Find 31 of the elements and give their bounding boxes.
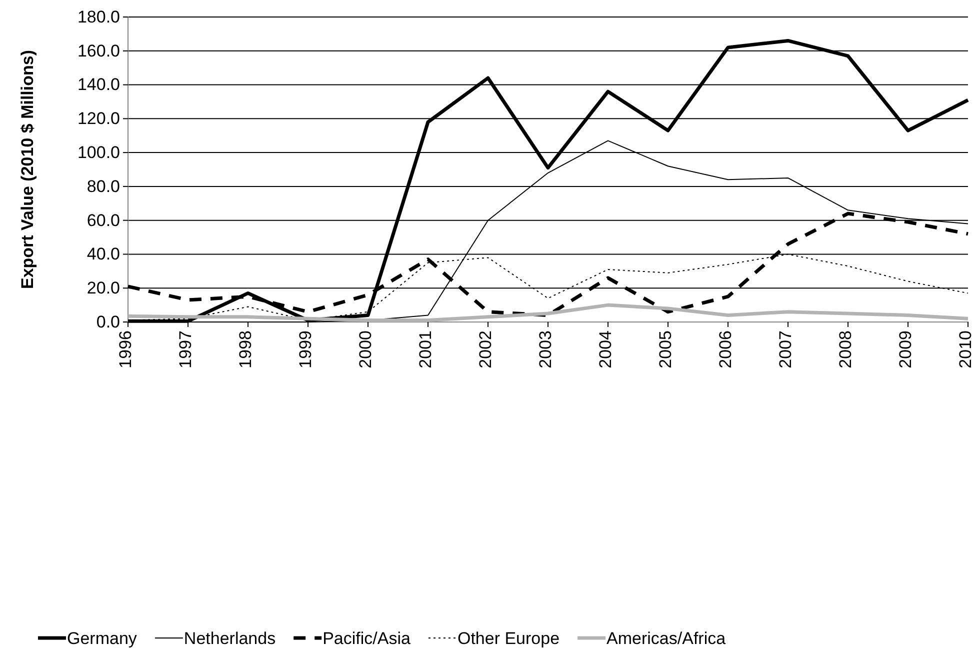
y-axis-title: Export Value (2010 $ Millions) (18, 50, 37, 290)
x-tick-label: 2001 (416, 330, 435, 368)
legend-label: Americas/Africa (606, 629, 726, 648)
y-tick-label: 20.0 (86, 278, 120, 298)
y-tick-label: 120.0 (77, 109, 120, 128)
y-tick-label: 80.0 (86, 176, 120, 196)
legend-label: Pacific/Asia (322, 629, 412, 648)
x-tick-label: 1996 (116, 330, 135, 368)
y-tick-label: 0.0 (96, 312, 120, 332)
y-tick-label: 100.0 (77, 142, 120, 162)
x-tick-label: 2009 (896, 330, 915, 368)
y-tick-label: 60.0 (86, 210, 120, 230)
x-tick-label: 2010 (956, 330, 975, 368)
x-tick-label: 2000 (356, 330, 375, 368)
y-tick-label: 160.0 (77, 41, 120, 60)
legend-label: Germany (67, 629, 138, 648)
x-tick-label: 2002 (476, 330, 495, 368)
legend-label: Netherlands (184, 629, 276, 648)
x-tick-label: 2003 (536, 330, 555, 368)
x-tick-label: 1999 (296, 330, 315, 368)
y-tick-label: 40.0 (86, 244, 120, 264)
x-tick-label: 2006 (716, 330, 735, 368)
y-tick-label: 180.0 (77, 7, 120, 26)
x-tick-label: 2005 (656, 330, 675, 368)
legend-label: Other Europe (457, 629, 560, 648)
x-tick-label: 1997 (176, 330, 195, 368)
y-tick-label: 140.0 (77, 75, 120, 94)
x-tick-label: 2007 (776, 330, 795, 368)
x-tick-label: 1998 (236, 330, 255, 368)
x-tick-label: 2004 (596, 330, 615, 368)
x-tick-label: 2008 (836, 330, 855, 368)
